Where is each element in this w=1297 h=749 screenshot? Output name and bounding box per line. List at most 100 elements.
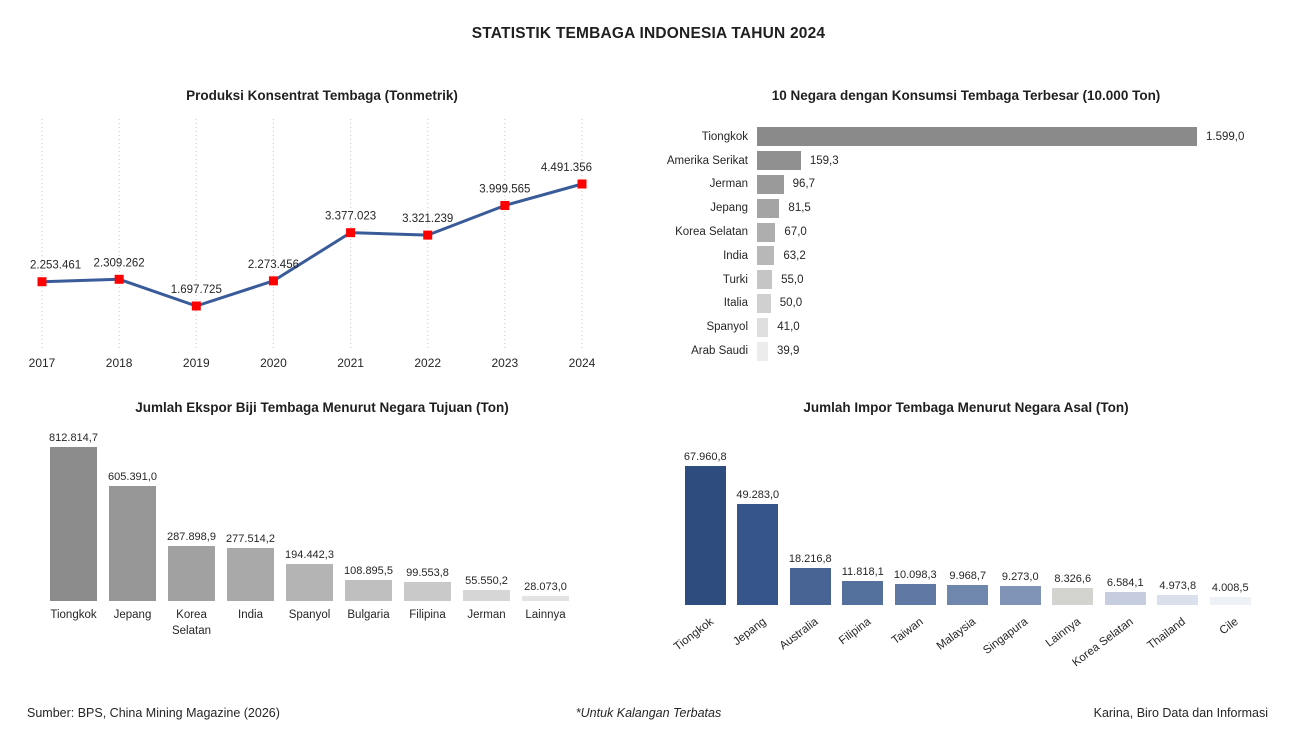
category-label: Jerman <box>709 178 748 191</box>
bar-value-label: 8.326,6 <box>1054 572 1092 585</box>
category-label-text: Tiongkok <box>671 615 716 654</box>
bar <box>757 222 776 242</box>
vbar-column: 4.008,5 <box>1204 582 1257 605</box>
category-label: Thailand <box>1146 607 1205 687</box>
category-label: Tiongkok <box>672 607 732 687</box>
bar <box>842 580 884 605</box>
vbar-column: 6.584,1 <box>1099 577 1152 605</box>
category-label: Spanyol <box>288 609 331 621</box>
category-label: Jepang <box>730 607 785 687</box>
category-label: Lainnya <box>525 609 566 621</box>
bar <box>757 127 1197 147</box>
hbar-row: Italia 50,0 <box>650 292 1282 316</box>
bar <box>227 548 274 601</box>
bar-value-label: 63,2 <box>783 249 806 262</box>
data-point-label: 2.273.456 <box>248 259 299 271</box>
category-label: Korea Selatan <box>675 226 748 239</box>
category-label: Spanyol <box>706 321 748 334</box>
bar <box>109 486 156 601</box>
bar-value-label: 11.818,1 <box>841 565 884 578</box>
bar-value-label: 194.442,3 <box>285 549 334 562</box>
panel-konsumsi: 10 Negara dengan Konsumsi Tembaga Terbes… <box>650 88 1282 378</box>
bar <box>737 504 779 605</box>
vbar-column: 605.391,0 <box>103 471 162 601</box>
vbar-column: 9.273,0 <box>994 571 1047 605</box>
vbar-column: 277.514,2 <box>221 533 280 601</box>
data-point-marker <box>191 301 201 311</box>
vbar-column: 812.814,7 <box>44 432 103 601</box>
panel-impor: Jumlah Impor Tembaga Menurut Negara Asal… <box>650 400 1282 720</box>
bar <box>757 198 780 218</box>
bar-value-label: 812.814,7 <box>49 432 98 444</box>
vbar-column: 11.818,1 <box>837 566 890 605</box>
bar-value-label: 287.898,9 <box>167 531 216 544</box>
category-label: India <box>238 609 263 621</box>
bar-value-label: 41,0 <box>777 321 800 334</box>
category-label: Tiongkok <box>701 130 748 143</box>
bar-value-label: 6.584,1 <box>1106 576 1144 589</box>
bar-value-label: 10.098,3 <box>893 569 937 582</box>
bar <box>50 447 97 601</box>
hbar-row: Tiongkok 1.599,0 <box>650 125 1282 149</box>
vbar-column: 9.968,7 <box>942 570 995 605</box>
bar-value-label: 67.960,8 <box>683 451 727 463</box>
bar-value-label: 159,3 <box>809 154 839 167</box>
hbar-row: Jepang 81,5 <box>650 196 1282 220</box>
vbar-column: 287.898,9 <box>162 531 221 601</box>
category-label-text: Thailand <box>1145 615 1189 652</box>
bar-value-label: 55.550,2 <box>465 575 508 588</box>
bar <box>757 246 775 266</box>
vbar-column: 194.442,3 <box>280 549 339 601</box>
bar <box>1052 587 1094 605</box>
vbar-column: 8.326,6 <box>1047 573 1100 605</box>
category-label: Korea Selatan <box>1070 607 1152 687</box>
category-label: Cile <box>1204 607 1257 687</box>
category-label: Turki <box>722 273 748 286</box>
data-point-marker <box>114 274 124 284</box>
category-label: India <box>723 249 748 262</box>
hbar-row: Arab Saudi 39,9 <box>650 339 1282 363</box>
data-point-marker <box>423 230 433 240</box>
data-point-marker <box>37 277 47 287</box>
hbar-row: Turki 55,0 <box>650 268 1282 292</box>
bar <box>757 341 768 361</box>
category-label-text: Jepang <box>730 615 769 649</box>
bar-value-label: 55,0 <box>781 273 804 286</box>
x-axis-tick-label: 2019 <box>183 356 210 370</box>
hbar-row: Amerika Serikat 159,3 <box>650 149 1282 173</box>
data-point-marker <box>577 179 587 189</box>
category-label: Singapura <box>982 607 1047 687</box>
bar-value-label: 4.008,5 <box>1211 581 1249 594</box>
category-label: Amerika Serikat <box>666 154 748 167</box>
category-label: Bulgaria <box>347 609 390 621</box>
data-point-label: 3.999.565 <box>479 183 530 195</box>
vbar-column: 10.098,3 <box>889 569 942 605</box>
bar-value-label: 67,0 <box>784 226 807 239</box>
data-point-marker <box>500 200 510 210</box>
x-axis-tick-label: 2023 <box>492 356 519 370</box>
bar <box>757 293 771 313</box>
bar <box>789 567 831 605</box>
bar-value-label: 9.273,0 <box>1001 571 1039 584</box>
x-axis-tick-label: 2020 <box>260 356 287 370</box>
category-label: Tiongkok <box>50 609 97 621</box>
bar <box>404 582 451 601</box>
chart-title-konsumsi: 10 Negara dengan Konsumsi Tembaga Terbes… <box>771 88 1161 103</box>
chart-title-produksi: Produksi Konsentrat Tembaga (Tonmetrik) <box>186 88 458 103</box>
vbar-column: 18.216,8 <box>784 553 837 605</box>
panel-ekspor: Jumlah Ekspor Biji Tembaga Menurut Negar… <box>22 400 622 690</box>
chart-title-ekspor: Jumlah Ekspor Biji Tembaga Menurut Negar… <box>135 400 509 415</box>
x-axis-tick-label: 2018 <box>106 356 133 370</box>
page-title: STATISTIK TEMBAGA INDONESIA TAHUN 2024 <box>471 25 826 42</box>
vbar-column: 49.283,0 <box>732 489 785 605</box>
category-label: Filipina <box>409 609 446 621</box>
bar-value-label: 4.973,8 <box>1159 579 1197 592</box>
bar-value-label: 605.391,0 <box>108 471 157 484</box>
footer-restricted-note: *Untuk Kalangan Terbatas <box>575 706 722 720</box>
bar-value-label: 18.216,8 <box>788 552 832 565</box>
category-label-text: Filipina <box>836 615 874 648</box>
data-point-label: 3.321.239 <box>402 213 453 225</box>
bar-value-label: 9.968,7 <box>949 569 987 582</box>
bar-value-label: 50,0 <box>779 297 803 310</box>
data-point-label: 1.697.725 <box>171 284 222 296</box>
